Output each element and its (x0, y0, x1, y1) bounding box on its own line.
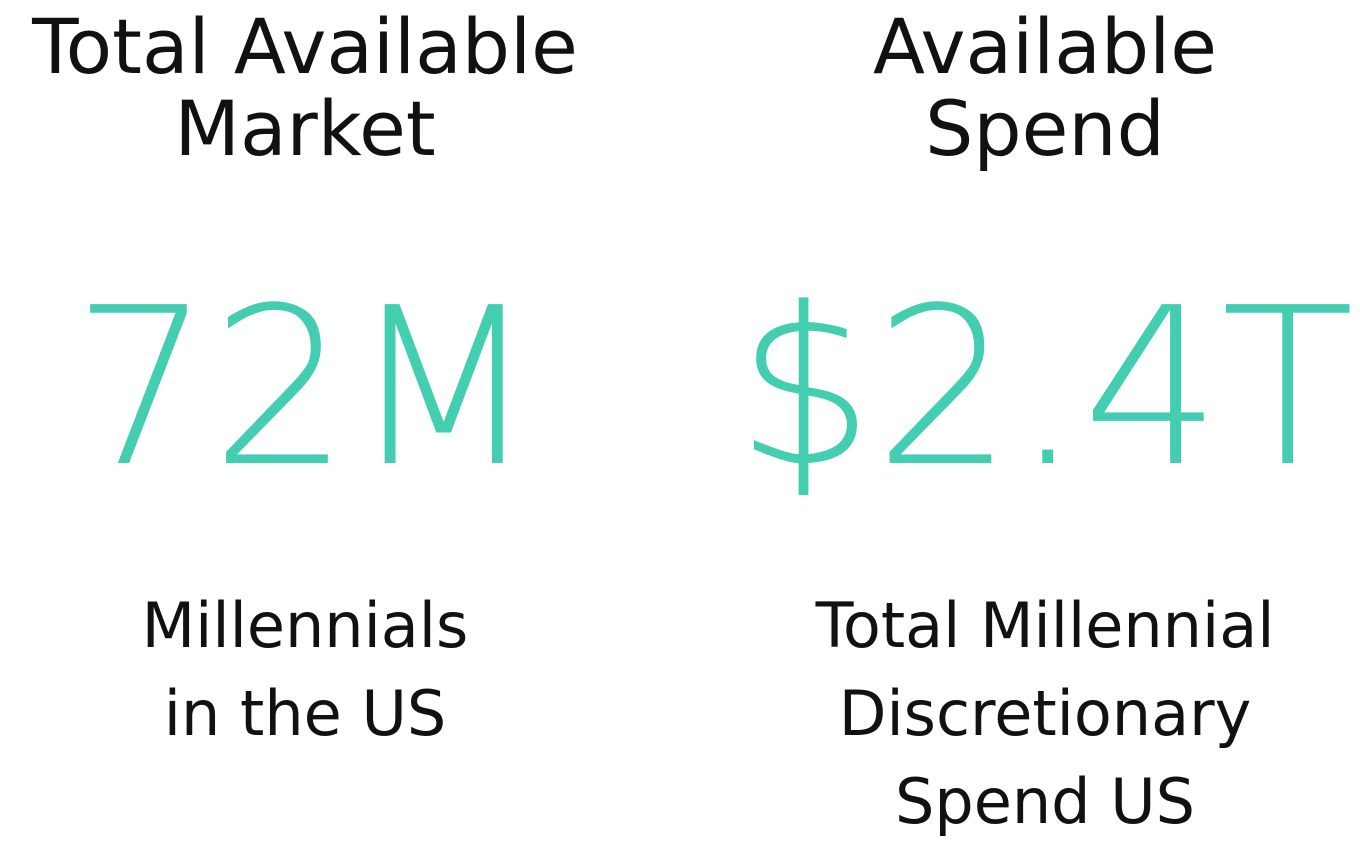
stat-available-spend: Available Spend $2.4T Total Millennial D… (730, 0, 1360, 844)
stat-caption-line: Total Millennial (815, 589, 1275, 662)
stat-caption-line: Discretionary (838, 677, 1252, 750)
stat-caption: Total Millennial Discretionary Spend US (730, 582, 1360, 844)
stat-caption-line: Spend US (895, 765, 1195, 838)
stat-caption-line: Millennials (141, 589, 469, 662)
stat-value: 72M (72, 262, 538, 515)
stat-heading: Total Available Market (0, 6, 610, 170)
stat-total-available-market: Total Available Market 72M Millennials i… (0, 0, 610, 844)
stat-heading-line: Available (872, 2, 1217, 91)
stat-caption: Millennials in the US (0, 582, 610, 758)
stat-caption-line: in the US (163, 677, 447, 750)
stat-heading-line: Spend (925, 84, 1165, 173)
stat-heading-line: Total Available (32, 2, 578, 91)
stat-heading: Available Spend (730, 6, 1360, 170)
stat-heading-line: Market (174, 84, 436, 173)
stat-value: $2.4T (735, 262, 1355, 515)
